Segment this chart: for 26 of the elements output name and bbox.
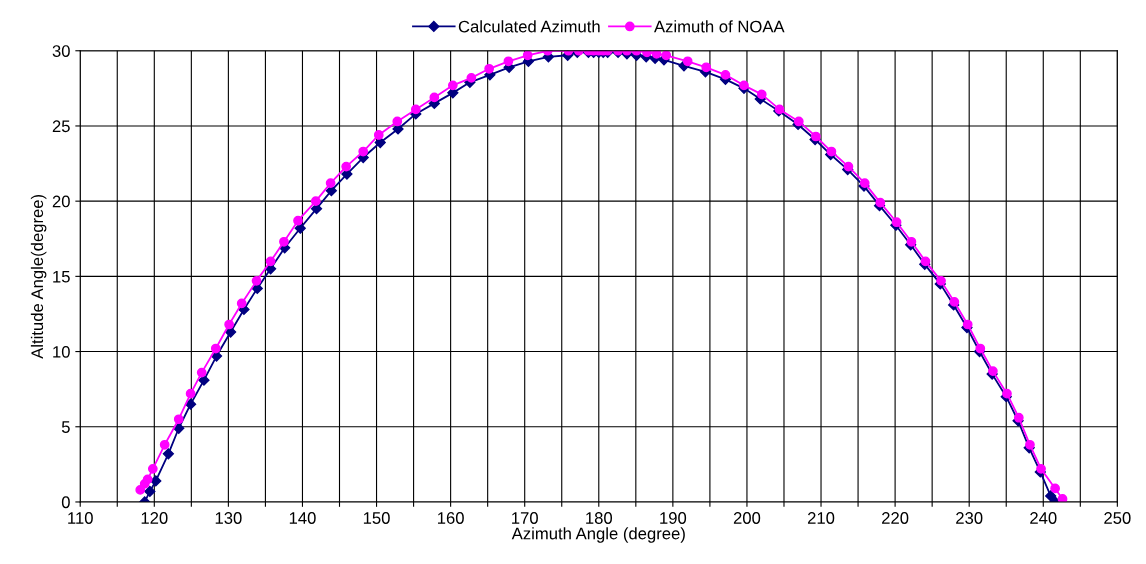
y-tick-label: 20 — [52, 195, 70, 208]
x-tick-label: 200 — [733, 512, 761, 524]
x-tick-label: 190 — [660, 512, 687, 524]
x-tick-label: 240 — [1030, 512, 1057, 524]
y-tick-label: 10 — [53, 345, 70, 358]
y-axis-title: Altitude Angle(degree) — [30, 194, 47, 359]
x-tick-label: 150 — [363, 512, 390, 524]
x-tick-label: 170 — [512, 512, 538, 524]
x-tick-label: 250 — [1104, 512, 1131, 524]
x-tick-label: 220 — [882, 512, 909, 524]
legend-label: Calculated Azimuth — [458, 20, 600, 33]
legend-label: Azimuth of NOAA — [654, 20, 785, 33]
x-tick-label: 120 — [141, 512, 168, 524]
y-tick-label: 0 — [61, 496, 70, 509]
y-tick-label: 30 — [52, 45, 70, 57]
x-tick-label: 180 — [586, 512, 613, 524]
x-axis-title: Azimuth Angle (degree) — [511, 527, 685, 543]
y-tick-label: 25 — [52, 120, 70, 133]
y-tick-label: 15 — [53, 270, 70, 283]
x-tick-label: 130 — [215, 512, 242, 524]
x-tick-label: 140 — [289, 512, 316, 524]
x-tick-label: 230 — [956, 512, 983, 524]
x-tick-label: 160 — [437, 512, 464, 524]
x-tick-label: 110 — [68, 512, 93, 524]
y-tick-label: 5 — [61, 421, 70, 433]
x-tick-label: 210 — [807, 512, 835, 524]
